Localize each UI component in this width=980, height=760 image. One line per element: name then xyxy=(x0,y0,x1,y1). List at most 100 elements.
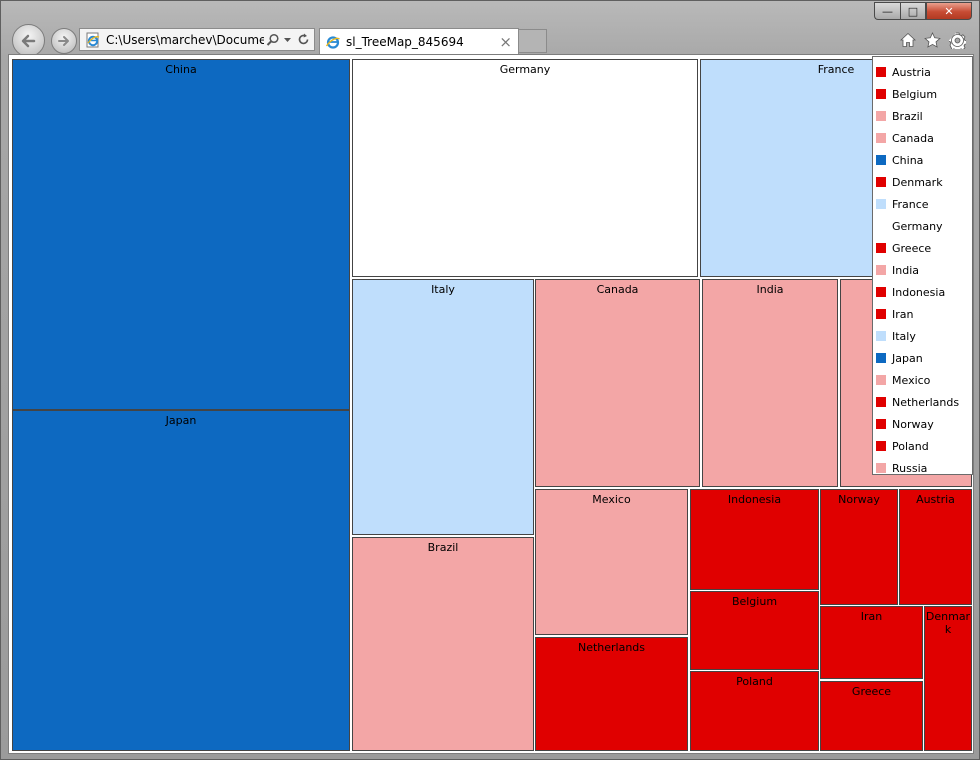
back-arrow-icon xyxy=(21,34,35,47)
legend-label: China xyxy=(892,153,924,167)
legend-swatch xyxy=(876,155,886,165)
treemap-cell[interactable]: Germany xyxy=(352,59,698,277)
legend-label: Poland xyxy=(892,439,929,453)
legend-label: Japan xyxy=(892,351,923,365)
legend-swatch xyxy=(876,287,886,297)
ie-icon xyxy=(325,34,341,50)
address-bar[interactable]: C:\Users\marchev\Document xyxy=(79,28,315,51)
legend-item: Brazil xyxy=(873,105,972,127)
legend-item: Russia xyxy=(873,457,972,479)
legend-label: Italy xyxy=(892,329,916,343)
treemap: China Japan Germany France Italy Brazil Canada… xyxy=(10,56,972,751)
legend-label: Iran xyxy=(892,307,914,321)
legend-swatch xyxy=(876,111,886,121)
treemap-cell[interactable]: Brazil xyxy=(352,537,534,751)
legend-label: France xyxy=(892,197,929,211)
legend-item: Germany xyxy=(873,215,972,237)
legend-item: Poland xyxy=(873,435,972,457)
maximize-button[interactable]: □ xyxy=(900,2,926,20)
close-window-button[interactable]: ✕ xyxy=(926,2,972,20)
legend-label: Netherlands xyxy=(892,395,960,409)
treemap-cell[interactable]: Greece xyxy=(820,681,923,751)
legend-label: Russia xyxy=(892,461,928,475)
page-icon xyxy=(85,32,101,48)
legend-label: Indonesia xyxy=(892,285,946,299)
treemap-cell[interactable]: Belgium xyxy=(690,591,819,670)
address-text[interactable]: C:\Users\marchev\Document xyxy=(106,32,264,47)
legend-label: Denmark xyxy=(892,175,943,189)
legend-label: Greece xyxy=(892,241,932,255)
legend-swatch xyxy=(876,419,886,429)
legend-swatch xyxy=(876,265,886,275)
legend-swatch xyxy=(876,67,886,77)
treemap-cell[interactable]: Poland xyxy=(690,671,819,751)
treemap-cell[interactable]: Mexico xyxy=(535,489,688,635)
legend-swatch xyxy=(876,89,886,99)
treemap-cell[interactable]: Italy xyxy=(352,279,534,535)
treemap-cell[interactable]: Iran xyxy=(820,606,923,679)
window-controls: — □ ✕ xyxy=(874,2,972,20)
treemap-cell[interactable]: Japan xyxy=(12,410,350,751)
legend-label: Belgium xyxy=(892,87,938,101)
legend-item: China xyxy=(873,149,972,171)
search-icon[interactable] xyxy=(266,33,280,47)
forward-button[interactable] xyxy=(51,28,77,54)
legend-swatch xyxy=(876,243,886,253)
close-icon: ✕ xyxy=(944,4,954,18)
legend-item: India xyxy=(873,259,972,281)
legend-swatch xyxy=(876,177,886,187)
legend-label: Norway xyxy=(892,417,934,431)
treemap-cell[interactable]: Denmark xyxy=(924,606,972,751)
back-button[interactable] xyxy=(12,24,45,57)
legend-swatch xyxy=(876,375,886,385)
legend-item: Norway xyxy=(873,413,972,435)
legend-label: Mexico xyxy=(892,373,931,387)
tab-treemap[interactable]: sl_TreeMap_845694 × xyxy=(319,28,519,54)
tab-title: sl_TreeMap_845694 xyxy=(346,34,464,49)
legend-label: Brazil xyxy=(892,109,923,123)
legend-label: Germany xyxy=(892,219,943,233)
legend-swatch xyxy=(876,397,886,407)
legend-item: Indonesia xyxy=(873,281,972,303)
maximize-icon: □ xyxy=(907,4,919,18)
refresh-icon[interactable] xyxy=(297,33,310,46)
legend-label: Austria xyxy=(892,65,931,79)
legend-swatch xyxy=(876,463,886,473)
treemap-cell[interactable]: Norway xyxy=(820,489,898,605)
legend-swatch xyxy=(876,309,886,319)
minimize-button[interactable]: — xyxy=(874,2,900,20)
legend-swatch xyxy=(876,199,886,209)
page-content: China Japan Germany France Italy Brazil Canada… xyxy=(8,54,974,754)
favorites-star-icon[interactable] xyxy=(923,31,941,49)
legend-swatch xyxy=(876,221,886,231)
legend-item: Canada xyxy=(873,127,972,149)
minimize-icon: — xyxy=(882,4,893,18)
legend-item: Mexico xyxy=(873,369,972,391)
legend-item: Denmark xyxy=(873,171,972,193)
legend-swatch xyxy=(876,441,886,451)
legend-swatch xyxy=(876,353,886,363)
treemap-cell[interactable]: Netherlands xyxy=(535,637,688,751)
legend: Austria Belgium Brazil Canada China Denmark Fr… xyxy=(872,56,973,475)
legend-item: France xyxy=(873,193,972,215)
treemap-cell[interactable]: Austria xyxy=(899,489,972,605)
legend-swatch xyxy=(876,133,886,143)
new-tab-button[interactable] xyxy=(519,29,547,53)
legend-label: Canada xyxy=(892,131,934,145)
gear-icon[interactable] xyxy=(948,31,966,49)
legend-item: Netherlands xyxy=(873,391,972,413)
home-icon[interactable] xyxy=(899,31,917,49)
tab-close-icon[interactable]: × xyxy=(499,32,512,51)
treemap-cell[interactable]: India xyxy=(702,279,838,487)
legend-item: Austria xyxy=(873,61,972,83)
treemap-cell[interactable]: Canada xyxy=(535,279,700,487)
dropdown-icon[interactable] xyxy=(283,35,292,44)
forward-arrow-icon xyxy=(58,36,69,46)
legend-item: Iran xyxy=(873,303,972,325)
legend-label: India xyxy=(892,263,919,277)
legend-item: Italy xyxy=(873,325,972,347)
legend-item: Belgium xyxy=(873,83,972,105)
treemap-cell[interactable]: Indonesia xyxy=(690,489,819,590)
treemap-cell[interactable]: China xyxy=(12,59,350,410)
